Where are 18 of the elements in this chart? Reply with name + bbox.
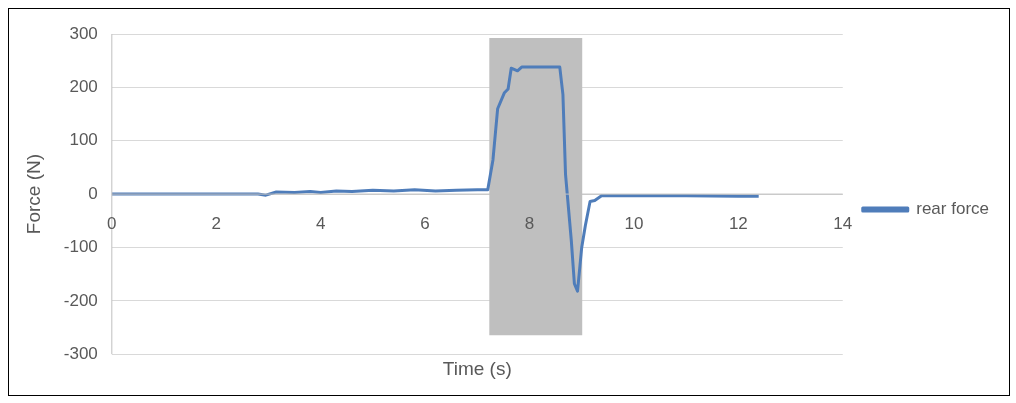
y-axis-title: Force (N) bbox=[22, 153, 44, 235]
x-axis-title: Time (s) bbox=[442, 357, 512, 379]
y-tick-label: 100 bbox=[69, 130, 98, 150]
x-tick-label: 4 bbox=[315, 214, 326, 234]
x-tick-label: 14 bbox=[833, 214, 853, 234]
x-tick-label: 10 bbox=[624, 214, 644, 234]
x-tick-label: 6 bbox=[420, 214, 430, 234]
y-tick-label: -300 bbox=[63, 343, 98, 363]
legend-label: rear force bbox=[916, 199, 989, 219]
x-tick-label: 12 bbox=[728, 214, 748, 234]
x-tick-label: 8 bbox=[524, 214, 535, 234]
y-tick-label: 200 bbox=[69, 77, 98, 97]
y-tick-label: -200 bbox=[63, 290, 98, 310]
x-tick-label: 2 bbox=[211, 214, 221, 234]
y-tick-label: 0 bbox=[88, 183, 98, 203]
x-tick-label: 0 bbox=[107, 214, 117, 234]
y-tick-label: 300 bbox=[69, 23, 98, 43]
y-tick-label: -100 bbox=[63, 237, 98, 257]
